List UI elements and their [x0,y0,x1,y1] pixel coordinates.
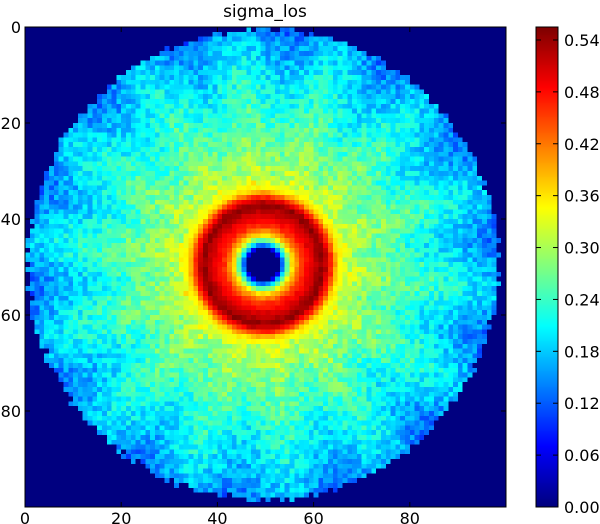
colorbar-tick-label: 0.00 [564,498,600,517]
x-tick-label: 80 [400,509,420,524]
colorbar-tick-label: 0.42 [564,135,600,154]
y-tick-label: 60 [1,306,21,325]
x-tick-label: 60 [303,509,323,524]
y-tick-label: 80 [1,402,21,421]
colorbar-tick-label: 0.12 [564,394,600,413]
colorbar-tick-label: 0.30 [564,239,600,258]
chart-title: sigma_los [223,2,307,22]
colorbar: 0.00 0.06 0.12 0.18 0.24 0.30 0.36 0.42 0.48 0.54 [535,26,600,517]
x-tick-label: 0 [20,509,30,524]
colorbar-tick-label: 0.18 [564,342,600,361]
y-tick-label: 0 [11,18,21,37]
colorbar-gradient [536,27,558,507]
colorbar-ticks: 0.00 0.06 0.12 0.18 0.24 0.30 0.36 0.42 0.48 0.54 [536,31,600,517]
y-axis: 0 20 40 60 80 [1,18,506,421]
heatmap-image [25,27,506,507]
colorbar-tick-label: 0.48 [564,83,600,102]
colorbar-tick-label: 0.06 [564,446,600,465]
x-tick-label: 40 [207,509,227,524]
x-tick-label: 20 [111,509,131,524]
heatmap-plot-area [24,26,507,508]
colorbar-tick-label: 0.36 [564,187,600,206]
y-tick-label: 40 [1,210,21,229]
heatmap-frame [24,26,507,508]
y-tick-label: 20 [1,114,21,133]
colorbar-frame [535,26,559,508]
colorbar-tick-label: 0.24 [564,290,600,309]
x-axis: 0 20 40 60 80 [20,27,420,524]
colorbar-tick-label: 0.54 [564,31,600,50]
